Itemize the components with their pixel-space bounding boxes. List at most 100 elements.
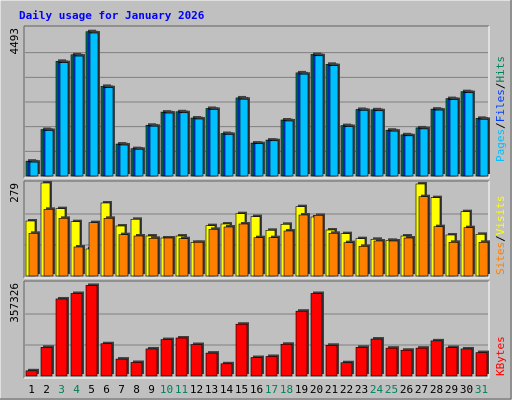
bar-pages-day-21 <box>329 65 339 177</box>
bar-sites-day-30 <box>463 227 474 277</box>
x-label-day-28: 28 <box>430 383 443 396</box>
x-label-day-10: 10 <box>160 383 173 396</box>
bar-pages-day-1 <box>29 161 39 177</box>
legend-visits-sites: Sites/Visits <box>494 196 507 276</box>
bar-pages-day-5 <box>89 32 99 177</box>
bar-sites-day-14 <box>223 226 234 277</box>
bar-pages-day-18 <box>284 120 294 177</box>
bar-pages-day-20 <box>314 55 324 177</box>
bar-kbytes-day-3 <box>55 298 68 377</box>
bar-sites-day-3 <box>58 218 69 277</box>
x-label-day-27: 27 <box>415 383 428 396</box>
bar-pages-day-13 <box>209 109 219 177</box>
legend-separator: / <box>494 235 507 242</box>
bar-kbytes-day-24 <box>370 338 383 377</box>
x-label-day-15: 15 <box>235 383 248 396</box>
bar-sites-day-15 <box>238 223 249 277</box>
bar-pages-day-8 <box>134 149 144 177</box>
x-label-day-11: 11 <box>175 383 188 396</box>
bar-sites-day-29 <box>448 242 459 277</box>
bar-kbytes-day-13 <box>205 352 218 377</box>
bar-pages-day-29 <box>449 99 459 177</box>
bar-sites-day-4 <box>73 246 84 277</box>
x-label-day-2: 2 <box>43 383 50 396</box>
bar-kbytes-day-15 <box>235 323 248 377</box>
legend-hits-files-pages: Pages/Files/Hits <box>494 56 507 162</box>
bar-kbytes-day-12 <box>190 344 203 377</box>
bar-sites-day-9 <box>148 238 159 277</box>
bar-pages-day-25 <box>389 130 399 177</box>
legend-separator: / <box>494 122 507 129</box>
bar-kbytes-day-5 <box>85 285 98 377</box>
bar-sites-day-17 <box>268 237 279 277</box>
bar-sites-day-10 <box>163 237 174 277</box>
bar-sites-day-25 <box>388 240 399 277</box>
legend-separator: / <box>494 83 507 90</box>
x-label-day-20: 20 <box>310 383 323 396</box>
chart-bars <box>25 29 490 377</box>
bar-pages-day-24 <box>374 110 384 177</box>
bar-kbytes-day-9 <box>145 348 158 377</box>
bar-sites-day-7 <box>118 234 129 277</box>
bar-pages-day-16 <box>254 143 264 177</box>
bar-kbytes-day-30 <box>460 348 473 377</box>
x-label-day-13: 13 <box>205 383 218 396</box>
bar-sites-day-26 <box>403 237 414 277</box>
x-label-day-24: 24 <box>370 383 384 396</box>
bar-kbytes-day-19 <box>295 310 308 377</box>
x-label-day-25: 25 <box>385 383 398 396</box>
x-label-day-8: 8 <box>133 383 140 396</box>
bar-pages-day-4 <box>74 55 84 177</box>
x-label-day-19: 19 <box>295 383 308 396</box>
bar-kbytes-day-22 <box>340 362 353 377</box>
bar-kbytes-day-2 <box>40 347 53 377</box>
x-label-day-22: 22 <box>340 383 353 396</box>
x-label-day-30: 30 <box>460 383 473 396</box>
legend-kbytes: KBytes <box>494 336 507 376</box>
bar-pages-day-9 <box>149 125 159 177</box>
bar-pages-day-23 <box>359 110 369 177</box>
bar-pages-day-22 <box>344 126 354 177</box>
bar-sites-day-20 <box>313 215 324 277</box>
bar-kbytes-day-11 <box>175 337 188 377</box>
bar-sites-day-5 <box>88 222 99 277</box>
legend-pages: Pages <box>494 129 507 162</box>
x-label-day-18: 18 <box>280 383 293 396</box>
bar-kbytes-day-27 <box>415 347 428 377</box>
bar-sites-day-22 <box>343 242 354 277</box>
bar-kbytes-day-6 <box>100 343 113 377</box>
bar-kbytes-day-16 <box>250 357 263 377</box>
bar-sites-day-6 <box>103 218 114 277</box>
bar-kbytes-day-14 <box>220 363 233 377</box>
bar-sites-day-23 <box>358 246 369 277</box>
legend-kbytes: KBytes <box>494 336 507 376</box>
bar-pages-day-30 <box>464 92 474 177</box>
bar-pages-day-26 <box>404 135 414 177</box>
x-label-day-23: 23 <box>355 383 368 396</box>
x-label-day-12: 12 <box>190 383 203 396</box>
x-label-day-9: 9 <box>148 383 155 396</box>
bar-pages-day-15 <box>239 98 249 177</box>
bar-pages-day-19 <box>299 73 309 177</box>
bar-pages-day-31 <box>479 119 489 177</box>
x-label-day-21: 21 <box>325 383 338 396</box>
bar-kbytes-day-20 <box>310 293 323 377</box>
bar-kbytes-day-29 <box>445 347 458 377</box>
bar-sites-day-24 <box>373 240 384 277</box>
bar-sites-day-12 <box>193 242 204 277</box>
bar-pages-day-14 <box>224 134 234 177</box>
x-label-day-3: 3 <box>58 383 65 396</box>
bar-pages-day-27 <box>419 128 429 177</box>
x-label-day-7: 7 <box>118 383 125 396</box>
bar-sites-day-2 <box>43 209 54 277</box>
x-label-day-16: 16 <box>250 383 263 396</box>
bar-kbytes-day-17 <box>265 356 278 377</box>
bar-sites-day-18 <box>283 230 294 277</box>
x-label-day-14: 14 <box>220 383 234 396</box>
bar-sites-day-31 <box>478 242 489 277</box>
bar-pages-day-2 <box>44 130 54 177</box>
bar-kbytes-day-7 <box>115 358 128 377</box>
bar-pages-day-3 <box>59 62 69 177</box>
